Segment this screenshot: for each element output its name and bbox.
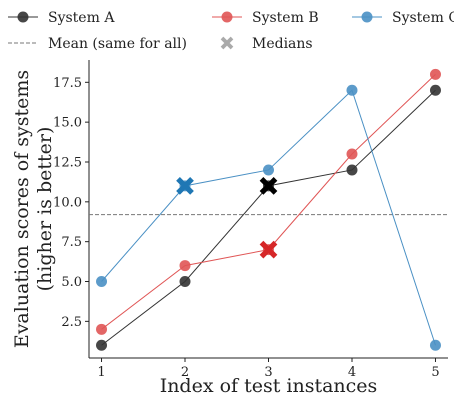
data-point xyxy=(429,339,441,351)
y-ticks: 2.5 5.0 7.5 10.0 12.5 15.0 17.5 xyxy=(53,76,89,330)
median-marker-3 xyxy=(176,177,194,195)
y-tick-label: 12.5 xyxy=(53,155,82,170)
data-point xyxy=(96,339,108,351)
x-tick-label: 4 xyxy=(348,365,356,380)
y-tick-label: 5.0 xyxy=(61,275,82,290)
data-point xyxy=(346,164,358,176)
x-tick-label: 2 xyxy=(181,365,189,380)
legend-label: System B xyxy=(252,10,319,26)
data-point xyxy=(429,68,441,80)
legend-marker xyxy=(17,11,29,23)
data-point xyxy=(346,84,358,96)
legend-item-3: System C xyxy=(352,10,454,26)
legend-marker xyxy=(361,11,373,23)
legend-label: Mean (same for all) xyxy=(48,36,187,52)
legend-label: System C xyxy=(392,10,454,26)
x-axis-label: Index of test instances xyxy=(160,375,378,396)
series-1 xyxy=(96,84,441,351)
y-tick-label: 15.0 xyxy=(53,116,82,131)
y-axis-label: Evaluation scores of systems (higher is b… xyxy=(11,70,56,348)
data-point xyxy=(346,148,358,160)
y-tick-label: 7.5 xyxy=(61,235,82,250)
y-axis-label-line-1: Evaluation scores of systems xyxy=(11,70,33,348)
y-axis-label-line-2: (higher is better) xyxy=(34,127,56,292)
legend-item-2: System B xyxy=(212,10,319,26)
legend: System A System B System C Mean (same for a… xyxy=(8,10,454,52)
y-tick-label: 17.5 xyxy=(53,76,82,91)
x-tick-label: 3 xyxy=(264,365,272,380)
data-point xyxy=(179,260,191,272)
y-tick-label: 2.5 xyxy=(61,315,82,330)
legend-item-1: System A xyxy=(8,10,115,26)
median-marker-1 xyxy=(259,177,278,195)
legend-item-medians: Medians xyxy=(220,36,313,52)
series-line xyxy=(101,73,436,330)
data-point xyxy=(429,84,441,96)
legend-marker xyxy=(221,11,233,23)
legend-label: System A xyxy=(48,10,115,26)
series-2 xyxy=(96,68,441,335)
x-tick-label: 1 xyxy=(97,365,105,380)
data-point xyxy=(96,323,108,335)
data-point xyxy=(96,276,108,288)
series-3 xyxy=(96,84,441,351)
legend-label: Medians xyxy=(252,36,313,52)
legend-marker xyxy=(220,36,234,50)
data-point xyxy=(179,276,191,288)
data-point xyxy=(263,164,274,176)
x-ticks: 1 2 3 4 5 xyxy=(97,358,440,380)
series-line xyxy=(101,89,436,346)
median-marker-2 xyxy=(259,240,278,259)
legend-item-mean: Mean (same for all) xyxy=(8,36,187,52)
x-tick-label: 5 xyxy=(431,365,439,380)
y-tick-label: 10.0 xyxy=(53,195,82,210)
